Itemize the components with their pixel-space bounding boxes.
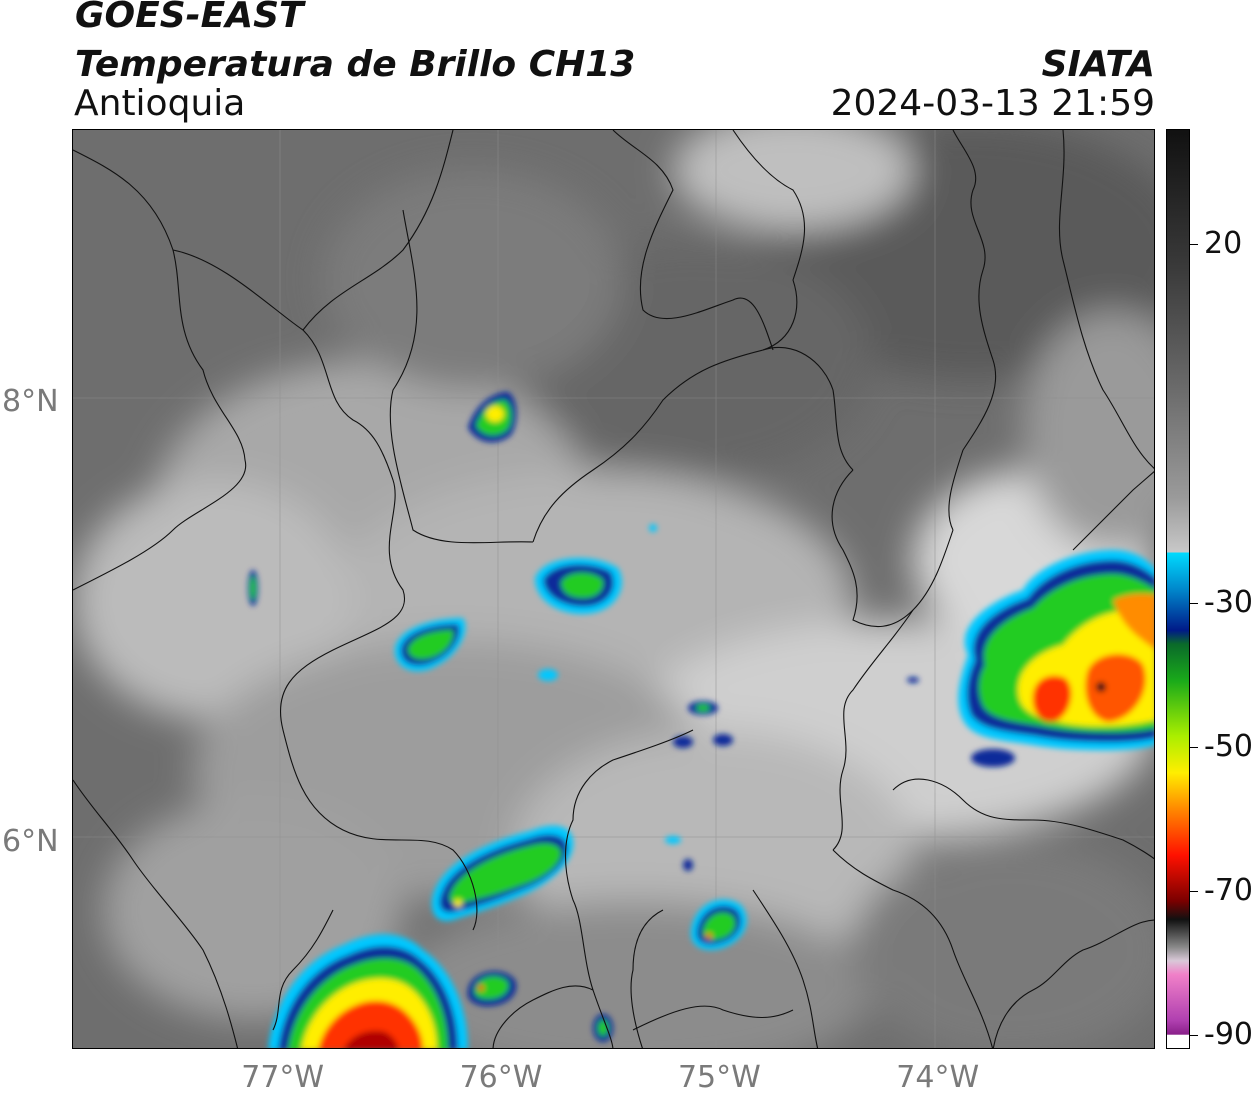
colorbar-tick-mark bbox=[1190, 747, 1198, 749]
colorbar bbox=[1166, 129, 1190, 1049]
graticule bbox=[73, 130, 1154, 1048]
lon-tick-label: 76°W bbox=[459, 1060, 543, 1095]
satellite-map[interactable] bbox=[72, 129, 1155, 1049]
timestamp-label: 2024-03-13 21:59 bbox=[830, 83, 1155, 124]
satellite-title: GOES-EAST bbox=[75, 0, 304, 36]
lat-tick-label: 6°N bbox=[2, 823, 59, 859]
boundaries bbox=[73, 130, 1154, 1048]
colorbar-tick-mark bbox=[1190, 890, 1198, 892]
region-title: Antioquia bbox=[74, 83, 246, 124]
lon-tick-label: 75°W bbox=[677, 1060, 761, 1095]
colorbar-tick-mark bbox=[1190, 244, 1198, 245]
colorbar-gradient bbox=[1167, 130, 1189, 1048]
colorbar-tick-label: 20 bbox=[1204, 226, 1243, 261]
product-title: Temperatura de Brillo CH13 bbox=[75, 44, 636, 85]
colorbar-tick-mark bbox=[1190, 1034, 1198, 1036]
brand-label: SIATA bbox=[1041, 44, 1155, 85]
colorbar-tick-label: -30 bbox=[1204, 585, 1252, 621]
storm-cells bbox=[248, 392, 1154, 1048]
lon-tick-label: 77°W bbox=[241, 1060, 325, 1095]
colorbar-tick-mark bbox=[1190, 603, 1198, 605]
lat-tick-label: 8°N bbox=[2, 384, 59, 420]
map-canvas bbox=[73, 130, 1154, 1048]
lon-tick-label: 74°W bbox=[896, 1060, 980, 1095]
colorbar-tick-label: -70 bbox=[1204, 872, 1252, 908]
colorbar-tick-label: -90 bbox=[1204, 1016, 1252, 1052]
colorbar-tick-label: -50 bbox=[1204, 729, 1252, 765]
